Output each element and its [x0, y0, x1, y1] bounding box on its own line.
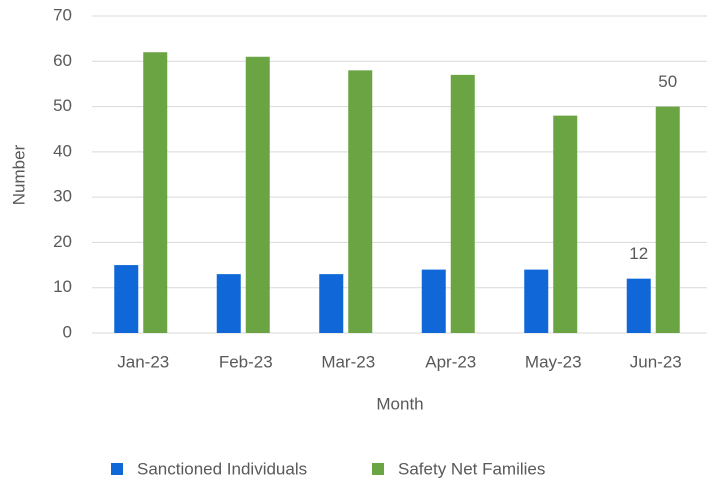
y-tick-label: 0 — [63, 322, 72, 341]
bar — [319, 274, 344, 333]
bar — [114, 265, 139, 333]
bar — [245, 56, 270, 333]
y-tick-label: 50 — [53, 96, 72, 115]
bar — [421, 269, 446, 333]
bar — [524, 269, 549, 333]
x-tick-label: Feb-23 — [219, 352, 273, 371]
y-tick-label: 70 — [53, 5, 72, 24]
bar — [450, 74, 475, 333]
bar — [216, 274, 241, 333]
legend-swatch — [111, 463, 123, 475]
bar — [553, 115, 578, 333]
y-tick-label: 10 — [53, 277, 72, 296]
y-tick-label: 20 — [53, 232, 72, 251]
x-tick-label: Jun-23 — [630, 352, 682, 371]
legend-swatch — [372, 463, 384, 475]
x-tick-label: May-23 — [525, 352, 582, 371]
legend-label: Sanctioned Individuals — [137, 459, 307, 478]
y-tick-label: 30 — [53, 187, 72, 206]
y-tick-label: 40 — [53, 141, 72, 160]
x-tick-label: Jan-23 — [117, 352, 169, 371]
y-axis-label: Number — [9, 144, 28, 205]
data-label: 50 — [658, 72, 677, 91]
legend-label: Safety Net Families — [398, 459, 545, 478]
x-axis-label: Month — [376, 394, 423, 413]
bar — [655, 106, 680, 333]
bar — [626, 278, 651, 333]
x-tick-label: Apr-23 — [425, 352, 476, 371]
x-tick-label: Mar-23 — [321, 352, 375, 371]
bar — [348, 70, 373, 333]
data-label: 12 — [629, 244, 648, 263]
y-tick-label: 60 — [53, 51, 72, 70]
bar — [143, 52, 168, 333]
